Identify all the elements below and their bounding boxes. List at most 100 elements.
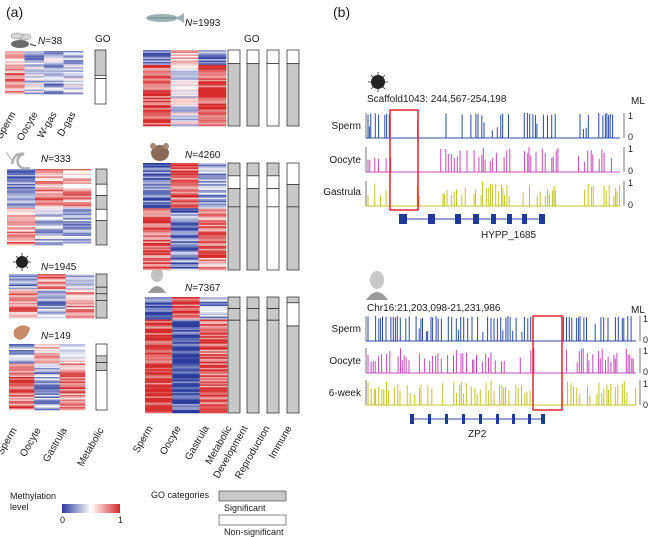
heatmap-cell (143, 72, 171, 75)
heatmap-cell (143, 69, 171, 72)
heatmap-cell (145, 342, 173, 344)
heatmap-cell (198, 197, 227, 200)
svg-text:Sperm: Sperm (0, 426, 20, 457)
heatmap-cell (65, 281, 95, 284)
go-bar (227, 296, 241, 414)
heatmap-cell (143, 221, 171, 224)
heatmap-cell (65, 301, 95, 304)
heatmap-cell (143, 52, 171, 55)
svg-text:Oocyte: Oocyte (158, 424, 184, 457)
heatmap-cell (145, 337, 173, 340)
heatmap-cell (9, 408, 35, 411)
heatmap-cell (199, 328, 228, 331)
heatmap-cell (170, 70, 199, 73)
heatmap-cell (9, 350, 35, 352)
heatmap-cell (34, 408, 60, 411)
col-labels-bee: Sperm Oocyte W-gas D-gas (0, 110, 79, 143)
heatmap-cell (199, 382, 228, 385)
go-bar-segment (227, 319, 241, 414)
heatmap-cell (34, 399, 60, 402)
heatmap-cell (170, 221, 199, 224)
heatmap-cell (59, 345, 86, 348)
svg-text:W-gas: W-gas (36, 110, 60, 140)
heatmap-cell (65, 295, 95, 298)
heatmap-cell (198, 244, 227, 247)
heatmap-cell (35, 242, 64, 244)
heatmap-cell (170, 169, 199, 171)
heatmap-bee (5, 51, 84, 95)
heatmap-cell (5, 53, 25, 56)
heatmap-cell (35, 185, 64, 188)
heatmap-cell (34, 405, 60, 408)
heatmap-cell (143, 84, 171, 87)
heatmap-cell (198, 254, 227, 257)
go-bar-segment (95, 273, 108, 288)
heatmap-cell (199, 342, 228, 344)
heatmap-cell (65, 313, 95, 316)
heatmap-cell (63, 231, 92, 234)
heatmap-cell (198, 187, 227, 189)
heatmap-cell (170, 124, 199, 127)
ml-label-2: ML (631, 305, 645, 316)
track-row (365, 113, 625, 139)
heatmap-cell (199, 372, 228, 375)
heatmap-cell (143, 247, 171, 250)
track-row (365, 316, 641, 342)
heatmap-cell (143, 209, 171, 212)
heatmap-cell (170, 268, 199, 271)
go-bar-segment (286, 63, 300, 127)
heatmap-cell (145, 336, 173, 338)
heatmap-cell (198, 226, 227, 229)
heatmap-cell (199, 321, 228, 323)
heatmap-cell (63, 80, 84, 83)
heatmap-cell (44, 59, 64, 62)
heatmap-cell (9, 384, 35, 387)
heatmap-cell (170, 196, 199, 198)
heatmap-cell (172, 391, 200, 394)
heatmap-cell (170, 51, 199, 54)
heatmap-cell (170, 202, 199, 204)
heatmap-cell (7, 234, 36, 237)
heatmap-cell (145, 390, 173, 393)
heatmap-cell (37, 302, 66, 305)
heatmap-cell (198, 170, 227, 173)
heatmap-cell (35, 200, 64, 203)
heatmap-cell (198, 190, 227, 192)
heatmap-cell (63, 64, 84, 67)
go-bar (95, 168, 108, 246)
heatmap-cell (143, 268, 171, 271)
heatmap-cell (199, 325, 228, 328)
heatmap-cell (172, 351, 200, 354)
heatmap-cell (170, 115, 199, 118)
heatmap-cell (34, 386, 60, 388)
heatmap-cell (143, 238, 171, 241)
heatmap-cell (172, 325, 200, 328)
heatmap-cell (24, 88, 45, 90)
heatmap-cell (143, 118, 171, 121)
heatmap-cell (143, 253, 171, 256)
heatmap-cell (145, 367, 173, 370)
heatmap-cell (9, 374, 35, 376)
go-bar-segment (246, 206, 260, 271)
human-icon (148, 268, 166, 293)
heatmap-cell (172, 387, 200, 390)
heatmap-cell (34, 347, 60, 349)
heatmap-cell (172, 364, 200, 367)
heatmap-cell (198, 227, 227, 230)
heatmap-cell (143, 55, 171, 58)
heatmap-cell (145, 376, 173, 379)
heatmap-cell (199, 375, 228, 378)
heatmap-cell (170, 105, 199, 107)
heatmap-cell (143, 169, 171, 171)
heatmap-cell (63, 174, 92, 177)
heatmap-cell (170, 63, 199, 66)
heatmap-cell (7, 227, 36, 229)
go-bar (94, 49, 107, 105)
heatmap-cell (143, 224, 171, 227)
heatmap-cell (37, 298, 66, 301)
heatmap-cell (198, 179, 227, 182)
heatmap-cell (170, 120, 199, 122)
heatmap-cell (63, 188, 92, 191)
heatmap-cell (170, 121, 199, 124)
heatmap-cell (44, 74, 64, 77)
